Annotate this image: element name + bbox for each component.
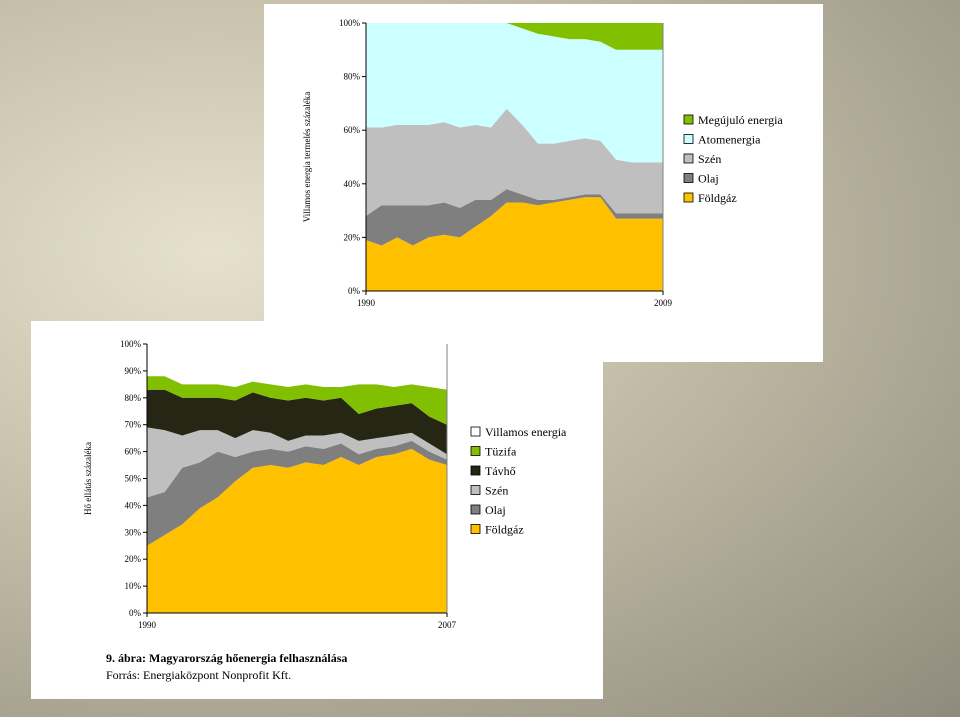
area-atomenergia xyxy=(366,23,663,163)
y-tick-label: 40% xyxy=(344,179,361,189)
y-axis-label: Villamos energia termelés százaléka xyxy=(302,92,312,222)
area-megujulo-energia xyxy=(366,23,663,50)
legend-label-megujulo-energia: Megújuló energia xyxy=(698,113,783,127)
y-tick-label: 0% xyxy=(129,608,142,618)
y-tick-label: 50% xyxy=(125,474,142,484)
legend-label-foldgaz: Földgáz xyxy=(698,191,737,205)
y-tick-label: 80% xyxy=(125,393,142,403)
y-tick-label: 40% xyxy=(125,500,142,510)
x-tick-label: 1990 xyxy=(357,298,376,308)
y-tick-label: 100% xyxy=(120,339,142,349)
legend-label-szen: Szén xyxy=(698,152,721,166)
legend-swatch-szen xyxy=(470,485,481,495)
legend-label-atomenergia: Atomenergia xyxy=(698,133,761,147)
legend-swatch-foldgaz xyxy=(683,192,694,203)
legend-label-olaj: Olaj xyxy=(698,172,719,186)
legend-swatch-szen xyxy=(683,153,694,164)
y-tick-label: 60% xyxy=(344,125,361,135)
y-axis-label: Hő ellátás százaléka xyxy=(83,442,93,515)
legend-swatch-atomenergia xyxy=(683,134,694,144)
area-szen xyxy=(366,108,663,216)
y-tick-label: 60% xyxy=(125,447,142,457)
heat-chart-panel: 0% 10% 20% 30% 40% 50% 60% 70% 80% 90% 100% 1990 200… xyxy=(31,321,603,699)
area-szen xyxy=(147,427,447,498)
x-tick-label: 2009 xyxy=(654,298,673,308)
area-olaj xyxy=(147,440,447,546)
area-olaj xyxy=(366,189,663,246)
y-tick-label: 80% xyxy=(344,72,361,82)
legend-label-olaj: Olaj xyxy=(485,503,506,517)
y-tick-label: 20% xyxy=(125,554,142,564)
legend-label-szen: Szén xyxy=(485,484,508,498)
x-tick-label: 2007 xyxy=(438,620,457,630)
y-tick-label: 20% xyxy=(344,232,361,242)
legend-swatch-megujulo-energia xyxy=(683,114,694,125)
legend-swatch-tuzifa xyxy=(470,446,481,456)
y-tick-label: 90% xyxy=(125,366,142,376)
area-tuzifa xyxy=(147,376,447,425)
area-foldgaz xyxy=(366,197,663,291)
area-foldgaz xyxy=(147,448,447,613)
legend-swatch-olaj xyxy=(683,173,694,183)
area-tavho xyxy=(147,389,447,455)
legend-swatch-villamos-energia xyxy=(470,426,481,437)
legend-label-villamos-energia: Villamos energia xyxy=(485,425,567,439)
y-tick-label: 0% xyxy=(348,286,361,296)
x-tick-label: 1990 xyxy=(138,620,157,630)
electricity-chart-panel: 0% 20% 40% 60% 80% 100% 1990 2009 Villamos energ… xyxy=(264,4,823,362)
legend: Megújuló energia Atomenergia Szén Olaj Földg… xyxy=(683,113,783,205)
legend: Villamos energia Tüzifa Távhő Szén Olaj Földg… xyxy=(470,425,567,537)
legend-label-foldgaz: Földgáz xyxy=(485,523,524,537)
figure-caption: 9. ábra: Magyarország hőenergia felhaszn… xyxy=(106,651,348,665)
y-tick-label: 30% xyxy=(125,527,142,537)
heat-supply-chart: 0% 10% 20% 30% 40% 50% 60% 70% 80% 90% 100% 1990 200… xyxy=(83,339,567,630)
legend-label-tavho: Távhő xyxy=(485,464,516,478)
y-tick-label: 100% xyxy=(339,18,361,28)
electricity-mix-chart: 0% 20% 40% 60% 80% 100% 1990 2009 Villamos energ… xyxy=(302,18,783,308)
legend-swatch-olaj xyxy=(470,504,481,515)
legend-swatch-foldgaz xyxy=(470,524,481,534)
y-tick-label: 70% xyxy=(125,420,142,430)
figure-source: Forrás: Energiaközpont Nonprofit Kft. xyxy=(106,668,292,682)
y-tick-label: 10% xyxy=(125,581,142,591)
legend-label-tuzifa: Tüzifa xyxy=(485,445,517,459)
legend-swatch-tavho xyxy=(470,465,481,476)
